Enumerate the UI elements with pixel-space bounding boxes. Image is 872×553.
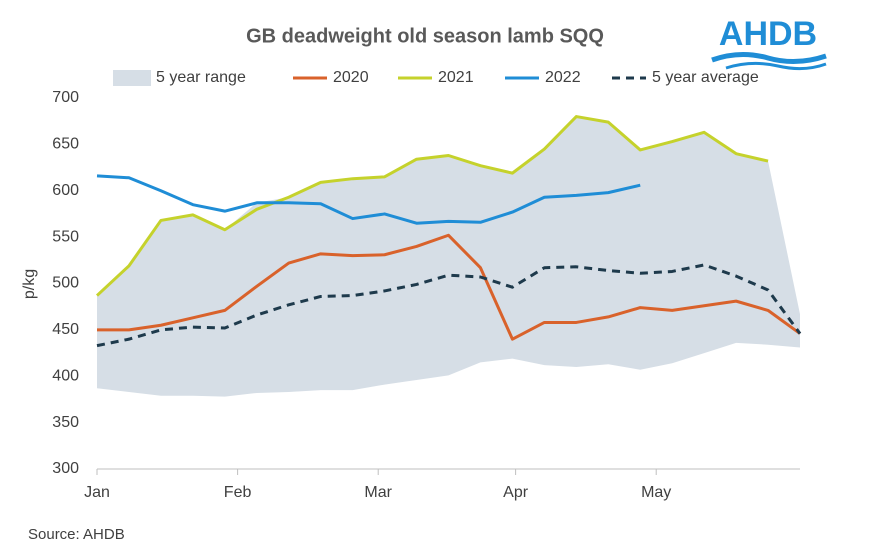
y-tick-label: 350 [52,414,79,431]
x-tick-label: Feb [224,484,252,501]
legend-label: 2022 [545,69,581,86]
y-tick-label: 650 [52,136,79,153]
x-tick-label: Jan [84,484,110,501]
x-tick-label: Mar [364,484,392,501]
y-tick-label: 550 [52,228,79,245]
logo-wave [725,61,827,71]
x-tick-label: May [641,484,671,501]
logo-wave [711,52,827,64]
y-axis-label: p/kg [21,269,38,299]
chart-title: GB deadweight old season lamb SQQ [246,25,604,47]
logo: AHDB [719,15,817,53]
source: Source: AHDB [28,526,125,543]
y-tick-label: 600 [52,182,79,199]
y-tick-label: 500 [52,275,79,292]
series-line [96,174,641,225]
legend-label: 5 year average [652,69,759,86]
range-area [97,116,800,397]
legend-label: 2021 [438,69,474,86]
legend-label: 2020 [333,69,369,86]
legend-label: 5 year range [156,69,246,86]
y-tick-label: 400 [52,367,79,384]
y-tick-label: 300 [52,460,79,477]
series-line [96,263,802,348]
series-line [97,233,801,341]
x-tick-label: Apr [503,484,529,501]
legend-swatch [113,70,151,86]
series-line [95,115,769,297]
y-tick-label: 700 [52,89,79,106]
y-tick-label: 450 [52,321,79,338]
